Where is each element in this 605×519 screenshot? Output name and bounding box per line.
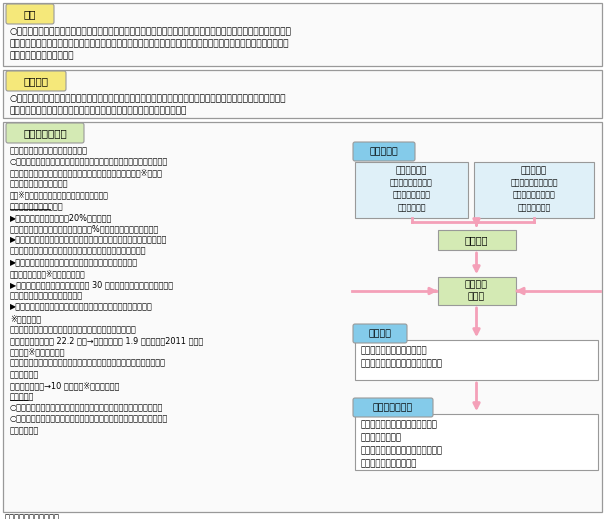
Text: （グローバル経済社会
に不可欠な高度な経
営人材等が集結: （グローバル経済社会 に不可欠な高度な経 営人材等が集結	[510, 178, 558, 212]
Text: ▶投資手続短縮　外為法上の届出後 30 日間投資できないとされる期間: ▶投資手続短縮 外為法上の届出後 30 日間投資できないとされる期間	[10, 280, 173, 290]
FancyBboxPatch shape	[6, 4, 54, 24]
Text: ・税制措置（法人税特例等）
・研究開発拠点の特許料の軽減　等: ・税制措置（法人税特例等） ・研究開発拠点の特許料の軽減 等	[361, 346, 443, 368]
Text: ※中小企業に限定: ※中小企業に限定	[10, 269, 86, 278]
Text: 措置事項の概要: 措置事項の概要	[23, 129, 67, 139]
Text: 績））※特許法の運用: 績））※特許法の運用	[10, 348, 65, 357]
Bar	[3, 122, 602, 512]
FancyBboxPatch shape	[353, 142, 415, 161]
Bar	[3, 70, 602, 118]
Text: バル企業が国内で新たに行う研究開発事業及び統括事業（※）に対: バル企業が国内で新たに行う研究開発事業及び統括事業（※）に対	[10, 168, 163, 177]
Bar	[437, 230, 515, 250]
Text: を喪失しつつある状況。: を喪失しつつある状況。	[10, 51, 74, 60]
Text: 基本方針: 基本方針	[465, 235, 488, 245]
Bar	[355, 340, 598, 380]
Text: ・認定企業に就労予定の外国人の入国手続（在留資格認定証明書）の審: ・認定企業に就労予定の外国人の入国手続（在留資格認定証明書）の審	[10, 359, 166, 368]
Bar	[474, 162, 594, 218]
Text: ターゲット: ターゲット	[370, 147, 398, 157]
Text: が国からグローバル企業の撤退が相次いでおり、我が国はアジア地域における国際的な事業活動拠点としての地位: が国からグローバル企業の撤退が相次いでおり、我が国はアジア地域における国際的な事…	[10, 39, 290, 48]
Text: （これにより、約７%の実効税率引下げを実現）: （これにより、約７%の実効税率引下げを実現）	[10, 224, 159, 234]
Text: （イノベーションに
不可欠な高度な研
究者等が集結: （イノベーションに 不可欠な高度な研 究者等が集結	[390, 178, 433, 212]
Text: ローバル企業に対し、法人税負担軽減、特許料軽減等の措置を講ずる。: ローバル企業に対し、法人税負担軽減、特許料軽減等の措置を講ずる。	[10, 106, 188, 115]
Bar	[355, 414, 598, 470]
Text: ※上記の他、: ※上記の他、	[10, 314, 41, 323]
Text: ○グローバル企業と日本の中小企業等との連携による新たな製品や技術: ○グローバル企業と日本の中小企業等との連携による新たな製品や技術	[10, 415, 168, 424]
Text: （通常１ヶ月→10 日程度）※入管法の運用: （通常１ヶ月→10 日程度）※入管法の運用	[10, 381, 119, 390]
Text: アジア本社: アジア本社	[521, 166, 547, 175]
Text: ○高付加価値をもたらすグローバル企業の呼び込み、就業機会の創出: ○高付加価値をもたらすグローバル企業の呼び込み、就業機会の創出	[10, 404, 163, 413]
Text: 支援措置: 支援措置	[368, 330, 391, 338]
Text: ３．　効果: ３． 効果	[10, 392, 34, 401]
FancyBboxPatch shape	[6, 123, 84, 143]
Text: 査を迅速化: 査を迅速化	[10, 370, 39, 379]
Text: （※）子会社の事業方針を決定する等の事業: （※）子会社の事業方針を決定する等の事業	[10, 191, 109, 200]
Text: を２週間に短縮: を２週間に短縮	[10, 292, 83, 301]
FancyBboxPatch shape	[353, 398, 433, 417]
Text: （通常の出願：約 22.2 ヶ月→早期審査：約 1.9 ヶ月程度（2011 年度実: （通常の出願：約 22.2 ヶ月→早期審査：約 1.9 ヶ月程度（2011 年度…	[10, 336, 203, 346]
Text: ○グローバル企業の研究開発拠点やアジア本社の我が国への呼び込みを推進するため、主務大臣の認定を受けたグ: ○グローバル企業の研究開発拠点やアジア本社の我が国への呼び込みを推進するため、主…	[10, 94, 287, 103]
Text: ・認定研究開発事業に係る特許出願の審査・審理を迅速化: ・認定研究開発事業に係る特許出願の審査・審理を迅速化	[10, 325, 137, 334]
Text: ○主務大臣が定める基本方針に適合するものとして認定を受けたグロー: ○主務大臣が定める基本方針に適合するものとして認定を受けたグロー	[10, 157, 168, 166]
Text: の開発　等: の開発 等	[10, 426, 39, 435]
FancyBboxPatch shape	[6, 71, 66, 91]
Text: 対する課税を日本企業と同等の取扱いとする: 対する課税を日本企業と同等の取扱いとする	[10, 247, 146, 256]
Text: ▶法人税特例　　５年間、20%の所得控除: ▶法人税特例 ５年間、20%の所得控除	[10, 213, 113, 222]
Text: 事業計画
の認定: 事業計画 の認定	[465, 280, 488, 302]
Text: ・高付加価値拠点の国内への立地
・就業機会の創出
・中小企業等との連携による新たな
　製品や技術の開発　等: ・高付加価値拠点の国内への立地 ・就業機会の創出 ・中小企業等との連携による新た…	[361, 420, 443, 469]
Text: 資料：経済産業省作成。: 資料：経済産業省作成。	[5, 513, 60, 519]
Bar	[437, 277, 515, 305]
Text: ２．　支援措置について: ２． 支援措置について	[10, 202, 64, 211]
Text: ○アジア新興国の経済成長に伴う我が国市場の相対的な縮小、アジア新興国の海外企業誘致支援策の強化により、我: ○アジア新興国の経済成長に伴う我が国市場の相対的な縮小、アジア新興国の海外企業誘…	[10, 27, 292, 36]
Text: ▶所得税特例　　親会社（外国企業）が付与するストックオプションに: ▶所得税特例 親会社（外国企業）が付与するストックオプションに	[10, 236, 168, 244]
Bar	[355, 162, 468, 218]
Text: 期待される効果: 期待される効果	[373, 403, 413, 413]
Text: 法の概要: 法の概要	[24, 76, 48, 87]
Text: １．　対象となる事業活動について: １． 対象となる事業活動について	[10, 146, 88, 155]
Text: し、支援措置を講ずる。: し、支援措置を講ずる。	[10, 180, 68, 188]
FancyBboxPatch shape	[353, 324, 407, 343]
Text: ▶特許料軽減　　研究開発事業の成果に係る特許料を軽減: ▶特許料軽減 研究開発事業の成果に係る特許料を軽減	[10, 258, 138, 267]
Text: 研究開発拠点: 研究開発拠点	[396, 166, 427, 175]
Text: ▶資金調達支援　中小企業投資育成株式会社による資金調達支援: ▶資金調達支援 中小企業投資育成株式会社による資金調達支援	[10, 303, 152, 312]
Text: 背景: 背景	[24, 9, 36, 20]
Bar	[3, 3, 602, 66]
